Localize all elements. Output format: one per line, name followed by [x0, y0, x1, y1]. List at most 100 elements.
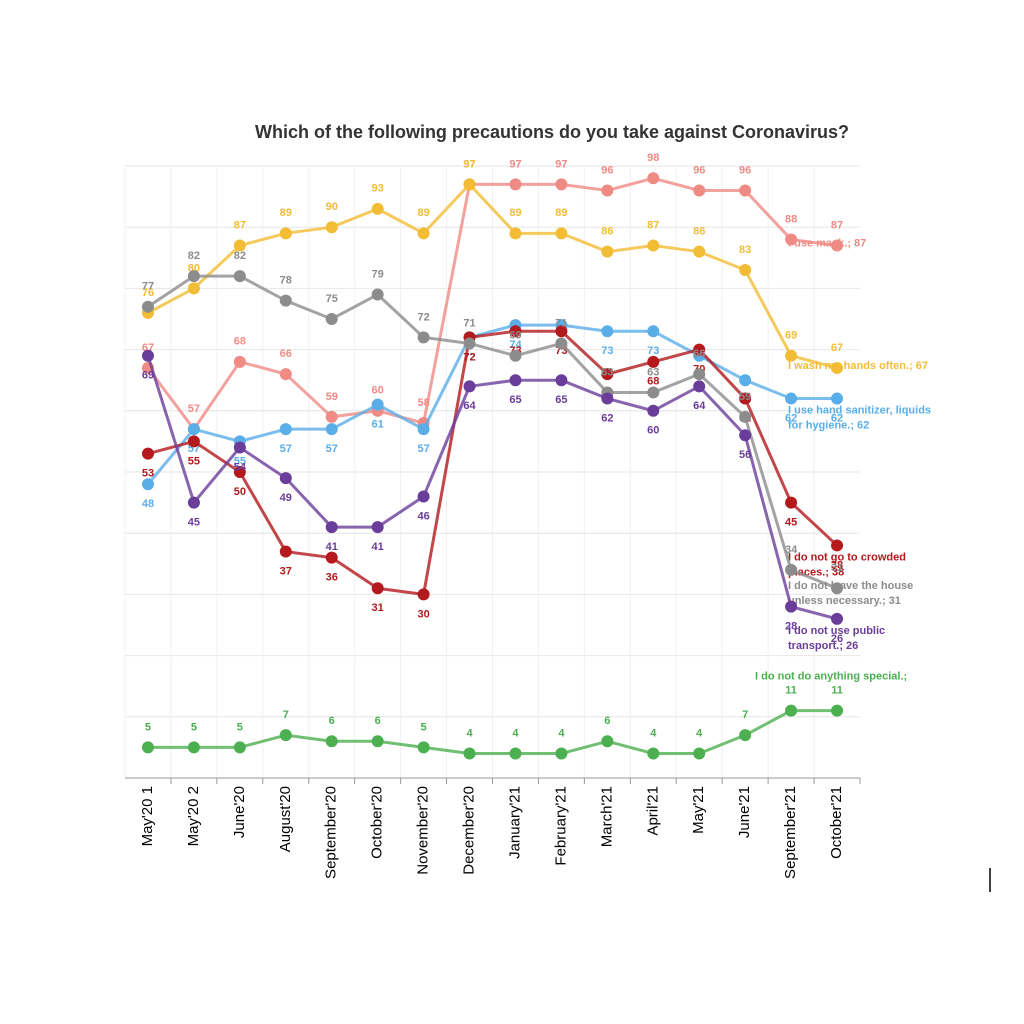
data-label: 93 — [372, 183, 384, 195]
series-point — [187, 282, 200, 295]
end-label: I do not do anything special.; — [755, 671, 907, 683]
series-point — [693, 747, 706, 760]
x-tick-label: November'20 — [415, 786, 432, 875]
x-tick-label: September'20 — [323, 786, 340, 879]
data-label: 64 — [463, 400, 476, 412]
series-point — [325, 410, 338, 423]
data-label: 59 — [326, 391, 338, 403]
series-point — [831, 612, 844, 625]
series-point — [325, 221, 338, 234]
x-tick-label: May'20 2 — [185, 786, 202, 846]
series-point — [233, 270, 246, 283]
series-point — [279, 368, 292, 381]
chart-title: Which of the following precautions do yo… — [255, 122, 849, 142]
data-label: 30 — [417, 608, 429, 620]
data-label: 62 — [831, 412, 843, 424]
series-point — [601, 245, 614, 258]
data-label: 6 — [329, 715, 335, 727]
data-label: 89 — [417, 207, 429, 219]
series-point — [279, 472, 292, 485]
series-point — [647, 239, 660, 252]
data-label: 90 — [326, 201, 338, 213]
data-label: 4 — [696, 727, 703, 739]
data-label: 97 — [463, 158, 475, 170]
data-label: 58 — [417, 397, 429, 409]
data-label: 74 — [509, 339, 522, 351]
series-point — [325, 735, 338, 748]
data-label: 34 — [785, 544, 798, 556]
series-point — [785, 233, 798, 246]
data-label: 97 — [555, 158, 567, 170]
data-label: 73 — [647, 345, 659, 357]
series-point — [371, 398, 384, 411]
data-label: 89 — [280, 207, 292, 219]
end-label: unless necessary.; 31 — [788, 595, 901, 607]
series-point — [739, 184, 752, 197]
series-point — [463, 178, 476, 191]
x-tick-label: May'21 — [690, 786, 707, 834]
data-label: 5 — [421, 721, 427, 733]
data-label: 38 — [831, 559, 843, 571]
series-point — [555, 747, 568, 760]
series-point — [417, 490, 430, 503]
end-label: I do not use public — [788, 625, 885, 637]
data-label: 36 — [326, 572, 338, 584]
series-point — [601, 184, 614, 197]
series-line — [147, 709, 838, 756]
series-point — [647, 747, 660, 760]
data-label: 60 — [647, 425, 659, 437]
data-label: 71 — [463, 317, 475, 329]
data-label: 66 — [693, 348, 705, 360]
data-label: 78 — [280, 275, 292, 287]
series-point — [693, 245, 706, 258]
series-point — [233, 441, 246, 454]
data-label: 4 — [512, 727, 519, 739]
series-point — [647, 325, 660, 338]
series-line — [147, 274, 838, 590]
series-point — [417, 331, 430, 344]
data-label: 31 — [372, 602, 384, 614]
series-point — [555, 325, 568, 338]
data-label: 96 — [693, 164, 705, 176]
data-label: 82 — [234, 250, 246, 262]
series-point — [141, 478, 154, 491]
data-label: 77 — [142, 281, 154, 293]
series-point — [325, 313, 338, 325]
data-label: 79 — [372, 268, 384, 280]
data-label: 66 — [280, 348, 292, 360]
series-point — [141, 300, 154, 313]
series-point — [601, 392, 614, 405]
series-line — [146, 323, 838, 486]
data-label: 76 — [142, 287, 154, 299]
x-tick-label: April'21 — [644, 786, 661, 836]
series-point — [739, 264, 752, 277]
x-tick-label: February'21 — [552, 786, 569, 866]
series-point — [831, 539, 844, 552]
data-label: 73 — [601, 345, 613, 357]
data-label: 69 — [142, 370, 154, 382]
end-label: I wash my hands often.; 67 — [788, 360, 928, 372]
series-point — [371, 202, 384, 215]
series-point — [233, 741, 246, 754]
data-label: 41 — [372, 541, 384, 553]
series-point — [831, 239, 844, 252]
x-tick-label: January'21 — [506, 786, 523, 859]
data-label: 96 — [739, 164, 751, 176]
series-point — [785, 392, 798, 405]
data-label: 63 — [647, 366, 659, 378]
series-point — [187, 496, 200, 509]
data-label: 11 — [831, 685, 843, 697]
data-label: 45 — [785, 517, 797, 529]
data-label: 65 — [509, 394, 521, 406]
data-label: 46 — [417, 510, 429, 522]
series-point — [647, 404, 660, 417]
series-point — [831, 704, 844, 717]
series-point — [509, 374, 522, 387]
series-point — [233, 466, 246, 478]
data-label: 4 — [558, 727, 565, 739]
end-label: transport.; 26 — [788, 640, 858, 652]
data-label: 45 — [188, 517, 200, 529]
series-point — [417, 227, 430, 240]
data-label: 6 — [604, 715, 610, 727]
series-point — [279, 545, 292, 558]
